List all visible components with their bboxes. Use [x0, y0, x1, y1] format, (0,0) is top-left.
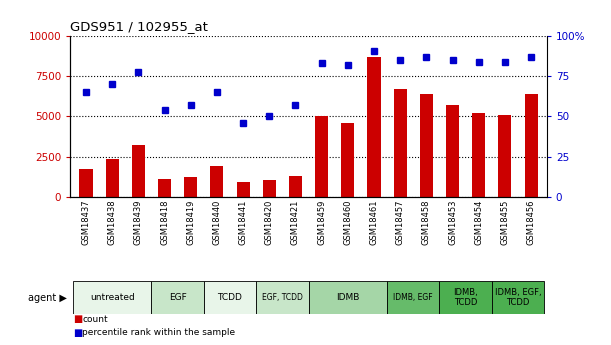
Text: ■: ■ — [73, 328, 82, 338]
Bar — [132, 145, 145, 197]
Bar — [393, 89, 407, 197]
Bar — [236, 182, 250, 197]
Text: EGF, TCDD: EGF, TCDD — [262, 293, 303, 302]
Bar — [387, 281, 439, 314]
Text: untreated: untreated — [90, 293, 134, 302]
Text: IDMB: IDMB — [336, 293, 359, 302]
Bar — [289, 176, 302, 197]
Text: TCDD: TCDD — [218, 293, 243, 302]
Bar — [315, 117, 328, 197]
Text: percentile rank within the sample: percentile rank within the sample — [82, 328, 236, 337]
Text: IDMB, EGF: IDMB, EGF — [393, 293, 433, 302]
Text: GDS951 / 102955_at: GDS951 / 102955_at — [70, 20, 208, 33]
Bar — [73, 281, 152, 314]
Text: agent ▶: agent ▶ — [28, 293, 67, 303]
Text: count: count — [82, 315, 108, 324]
Bar — [152, 281, 204, 314]
Bar — [210, 166, 224, 197]
Bar — [309, 281, 387, 314]
Bar — [472, 113, 485, 197]
Text: IDMB,
TCDD: IDMB, TCDD — [453, 288, 478, 307]
Bar — [446, 105, 459, 197]
Bar — [420, 94, 433, 197]
Bar — [158, 179, 171, 197]
Bar — [439, 281, 492, 314]
Bar — [367, 57, 381, 197]
Text: EGF: EGF — [169, 293, 186, 302]
Bar — [79, 169, 92, 197]
Bar — [525, 94, 538, 197]
Text: ■: ■ — [73, 314, 82, 324]
Bar — [492, 281, 544, 314]
Bar — [204, 281, 256, 314]
Bar — [263, 180, 276, 197]
Bar — [106, 159, 119, 197]
Bar — [499, 115, 511, 197]
Text: IDMB, EGF,
TCDD: IDMB, EGF, TCDD — [495, 288, 541, 307]
Bar — [256, 281, 309, 314]
Bar — [184, 177, 197, 197]
Bar — [342, 123, 354, 197]
